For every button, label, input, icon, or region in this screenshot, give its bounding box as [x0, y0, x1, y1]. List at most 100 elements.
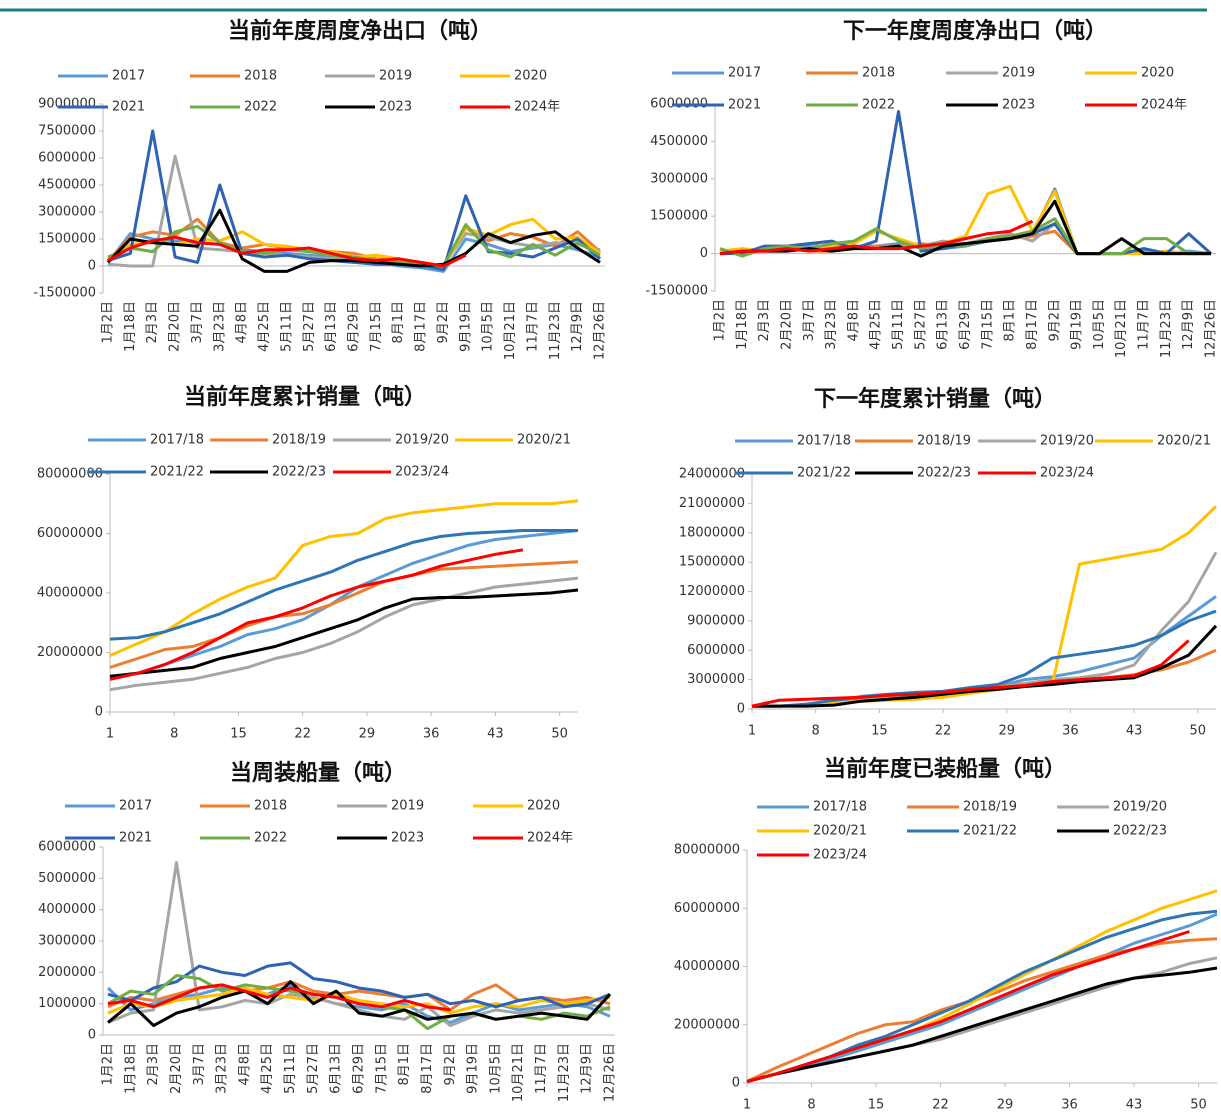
legend-label: 2018/19: [963, 800, 1017, 815]
legend-label: 2020/21: [1157, 434, 1211, 449]
x-tick-label: 15: [230, 727, 247, 742]
x-tick-label: 1月18日: [735, 299, 750, 350]
legend-label: 2022: [244, 100, 277, 115]
x-tick-label: 10月21日: [1114, 299, 1129, 358]
chart-title: 当周装船量（吨）: [230, 760, 406, 786]
legend-label: 2024年: [527, 831, 573, 846]
legend-label: 2018: [862, 66, 895, 81]
x-tick-label: 9月2日: [436, 301, 451, 344]
legend-label: 2019: [391, 799, 424, 814]
legend-label: 2022: [254, 831, 287, 846]
x-tick-label: 8月1日: [397, 1043, 412, 1086]
x-tick-label: 8: [807, 1098, 815, 1113]
x-tick-label: 36: [1061, 1098, 1078, 1113]
x-tick-label: 22: [932, 1098, 949, 1113]
x-tick-label: 8月17日: [420, 1043, 435, 1094]
series-line: [751, 639, 1190, 708]
legend-label: 2021/22: [963, 824, 1017, 839]
legend-label: 2023/24: [395, 465, 449, 480]
x-tick-label: 12月9日: [580, 1043, 595, 1094]
y-tick-label: 0: [95, 705, 103, 720]
series-line: [107, 235, 467, 268]
legend-label: 2023: [391, 831, 424, 846]
x-tick-label: 9月2日: [1047, 299, 1062, 342]
x-tick-label: 8月1日: [391, 301, 406, 344]
chart-title: 当前年度已装船量（吨）: [824, 756, 1066, 782]
x-tick-label: 5月11日: [279, 301, 294, 352]
series-line: [106, 208, 601, 273]
x-tick-label: 4月25日: [257, 301, 272, 352]
x-tick-label: 2月3日: [146, 1043, 161, 1086]
y-tick-label: -1500000: [645, 284, 708, 299]
y-tick-label: 0: [88, 259, 96, 274]
series-line: [109, 529, 579, 681]
x-tick-label: 5月27日: [306, 1043, 321, 1094]
x-tick-label: 1月18日: [123, 1043, 138, 1094]
legend-label: 2019/20: [1040, 434, 1094, 449]
legend-label: 2018: [244, 69, 277, 84]
legend-label: 2019: [1002, 66, 1035, 81]
x-tick-label: 6月29日: [347, 301, 362, 352]
x-tick-label: 11月23日: [557, 1043, 572, 1102]
legend-label: 2021/22: [150, 465, 204, 480]
legend-label: 2020/21: [517, 433, 571, 448]
x-tick-label: 3月7日: [802, 299, 817, 342]
legend-label: 2024年: [1141, 98, 1187, 113]
x-tick-label: 7月15日: [369, 301, 384, 352]
y-tick-label: 0: [737, 702, 745, 717]
x-tick-label: 4月25日: [260, 1043, 275, 1094]
y-tick-label: 2000000: [38, 965, 96, 980]
series-line: [719, 219, 1034, 256]
x-tick-label: 5月27日: [913, 299, 928, 350]
series-line: [746, 930, 1190, 1083]
x-tick-label: 12月9日: [570, 301, 585, 352]
chart-title: 当前年度累计销量（吨）: [184, 384, 426, 410]
y-tick-label: 20000000: [37, 645, 103, 660]
y-tick-label: 20000000: [674, 1017, 740, 1032]
x-tick-label: 8: [812, 724, 820, 739]
x-tick-label: 10月5日: [488, 1043, 503, 1094]
x-tick-label: 22: [935, 724, 952, 739]
legend-label: 2018: [254, 799, 287, 814]
x-tick-label: 43: [487, 727, 504, 742]
series-line: [107, 129, 601, 272]
legend-label: 2017/18: [797, 434, 851, 449]
x-tick-label: 11月7日: [534, 1043, 549, 1094]
chart-title: 当前年度周度净出口（吨）: [228, 18, 492, 44]
y-tick-label: 5000000: [38, 871, 96, 886]
y-tick-label: 60000000: [37, 526, 103, 541]
series-line: [752, 624, 1218, 708]
legend-label: 2017/18: [813, 800, 867, 815]
x-tick-label: 29: [997, 1098, 1014, 1113]
series-line: [109, 499, 579, 657]
x-tick-label: 9月19日: [458, 301, 473, 352]
series-line: [719, 217, 1211, 258]
x-tick-label: 50: [551, 727, 568, 742]
legend-label: 2020/21: [813, 824, 867, 839]
legend-label: 2019/20: [1113, 800, 1167, 815]
legend-label: 2021: [112, 100, 145, 115]
x-tick-label: 50: [1190, 724, 1207, 739]
x-tick-label: 1: [748, 724, 756, 739]
x-tick-label: 12月26日: [603, 1043, 618, 1102]
y-tick-label: 9000000: [687, 613, 745, 628]
series-line: [109, 576, 579, 692]
x-tick-label: 2月3日: [145, 301, 160, 344]
legend-label: 2023/24: [1040, 466, 1094, 481]
x-tick-label: 10月5日: [481, 301, 496, 352]
series-line: [106, 983, 611, 1024]
x-tick-label: 11月23日: [548, 301, 563, 360]
series-line: [107, 986, 611, 1015]
y-tick-label: 1500000: [650, 209, 708, 224]
x-tick-label: 5月27日: [302, 301, 317, 352]
series-line: [109, 548, 524, 681]
x-tick-label: 6月29日: [958, 299, 973, 350]
series-line: [107, 223, 601, 268]
y-tick-label: 0: [700, 246, 708, 261]
x-tick-label: 11月7日: [525, 301, 540, 352]
y-tick-label: 4500000: [38, 178, 96, 193]
x-tick-label: 1月2日: [101, 301, 116, 344]
y-tick-label: 3000000: [650, 171, 708, 186]
x-tick-label: 1月2日: [713, 299, 728, 342]
